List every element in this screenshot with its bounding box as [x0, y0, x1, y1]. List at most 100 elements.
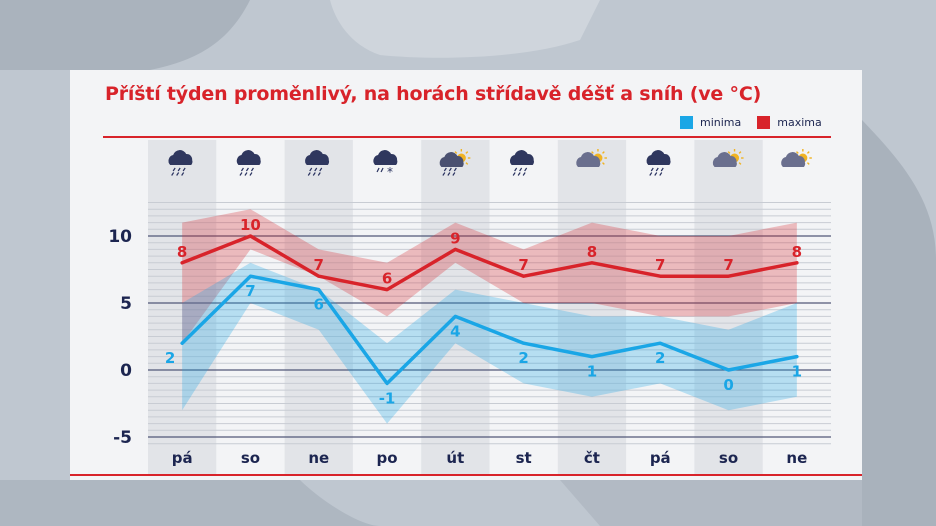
minima-value-label: 6: [314, 296, 324, 314]
sun-cloud-icon: [781, 149, 812, 167]
rain-drop: [655, 167, 659, 172]
cloud-shape: [712, 152, 737, 167]
day-label: čt: [584, 449, 600, 467]
legend-swatch-min: [680, 116, 693, 129]
rain-drop: [309, 167, 313, 172]
sun-ray: [795, 151, 799, 154]
maxima-range-band: [182, 209, 797, 344]
rain-drop: [654, 172, 658, 176]
day-label: so: [241, 449, 260, 467]
maxima-value-label: 7: [314, 256, 324, 274]
rain-drop: [522, 172, 526, 176]
rain-drop: [660, 167, 664, 172]
rain-cloud-icon: [236, 150, 261, 176]
y-tick-label: -5: [113, 428, 132, 448]
rain-drop: [317, 172, 321, 176]
sun-cloud-icon: [712, 149, 744, 167]
rain-drop: [176, 172, 180, 176]
y-tick-label: 5: [120, 294, 132, 314]
maxima-line: [180, 234, 799, 292]
sun-ray: [591, 151, 594, 154]
rain-drop: [376, 167, 380, 173]
legend-item-max: maxima: [757, 116, 822, 129]
rain-drop: [250, 167, 254, 172]
rain-cloud-icon: [509, 150, 534, 176]
rain-drop: [171, 172, 175, 176]
legend: minima maxima: [680, 116, 832, 129]
maxima-value-label: 6: [382, 270, 392, 288]
sun-ray: [738, 162, 742, 165]
rain-drop: [181, 172, 185, 176]
cloud-shape: [576, 152, 601, 167]
cloud-shape: [439, 152, 464, 167]
title-divider: [103, 136, 831, 138]
rain-drop: [442, 172, 446, 176]
legend-label-min: minima: [700, 116, 742, 129]
maxima-value-label: 8: [177, 243, 187, 261]
minima-value-label: 0: [723, 376, 733, 394]
day-column: [694, 140, 763, 475]
cloud-shape: [236, 150, 261, 165]
rain-drop: [182, 167, 186, 172]
sun-ray: [738, 151, 742, 154]
cloud-shape: [509, 150, 534, 165]
sun-ray: [727, 151, 731, 154]
cloud-shape: [646, 150, 671, 165]
rain-drop: [312, 172, 316, 176]
day-label: po: [377, 449, 398, 467]
minima-value-label: 2: [165, 349, 175, 367]
rain-drop: [319, 167, 323, 172]
day-label: ne: [786, 449, 807, 467]
sun-ray: [806, 162, 810, 165]
day-column: [148, 140, 217, 475]
rain-drop: [524, 167, 528, 172]
rain-drop: [172, 167, 176, 172]
cloud-shape: [168, 150, 193, 165]
rain-cloud-icon: [168, 150, 193, 176]
y-tick-label: 0: [120, 361, 132, 381]
sun-cloud-icon: [576, 149, 607, 167]
day-column: [557, 140, 627, 475]
day-label: pá: [172, 449, 193, 467]
sun-rain-cloud-icon: [439, 149, 471, 176]
rain-drop: [245, 167, 249, 172]
rain-drop: [244, 172, 248, 176]
maxima-value-label: 7: [723, 256, 733, 274]
rain-drop: [650, 167, 654, 172]
rain-cloud-icon: [305, 150, 330, 176]
day-label: st: [516, 449, 532, 467]
sun-ray: [465, 151, 469, 154]
minima-value-label: 4: [450, 322, 460, 340]
rain-drop: [448, 167, 452, 172]
rain-drop: [307, 172, 311, 176]
sun-ray: [806, 151, 810, 154]
legend-item-min: minima: [680, 116, 741, 129]
rain-drop: [443, 167, 447, 172]
rain-cloud-icon: [646, 150, 671, 176]
maxima-value-label: 8: [792, 243, 802, 261]
rain-drop: [447, 172, 451, 176]
day-label: út: [446, 449, 464, 467]
rain-drop: [314, 167, 318, 172]
sun-ray: [602, 151, 605, 154]
rain-drop: [380, 167, 384, 173]
day-label: pá: [650, 449, 671, 467]
rain-drop: [453, 167, 457, 172]
sun-ray: [454, 151, 458, 154]
y-tick-label: 10: [108, 227, 132, 247]
rain-drop: [249, 172, 253, 176]
cloud-shape: [305, 150, 330, 165]
bottom-divider: [70, 474, 862, 476]
cloud-shape: [373, 150, 398, 165]
minima-value-label: 1: [792, 363, 802, 381]
sleet-cloud-icon: *: [373, 150, 398, 179]
rain-drop: [517, 172, 521, 176]
rain-drop: [452, 172, 456, 176]
minima-value-label: 2: [518, 349, 528, 367]
minima-value-label: -1: [379, 389, 396, 407]
legend-swatch-max: [757, 116, 771, 129]
cloud-shape: [781, 152, 806, 167]
day-label: ne: [308, 449, 329, 467]
chart-title: Příští týden proměnlivý, na horách stříd…: [105, 83, 762, 105]
